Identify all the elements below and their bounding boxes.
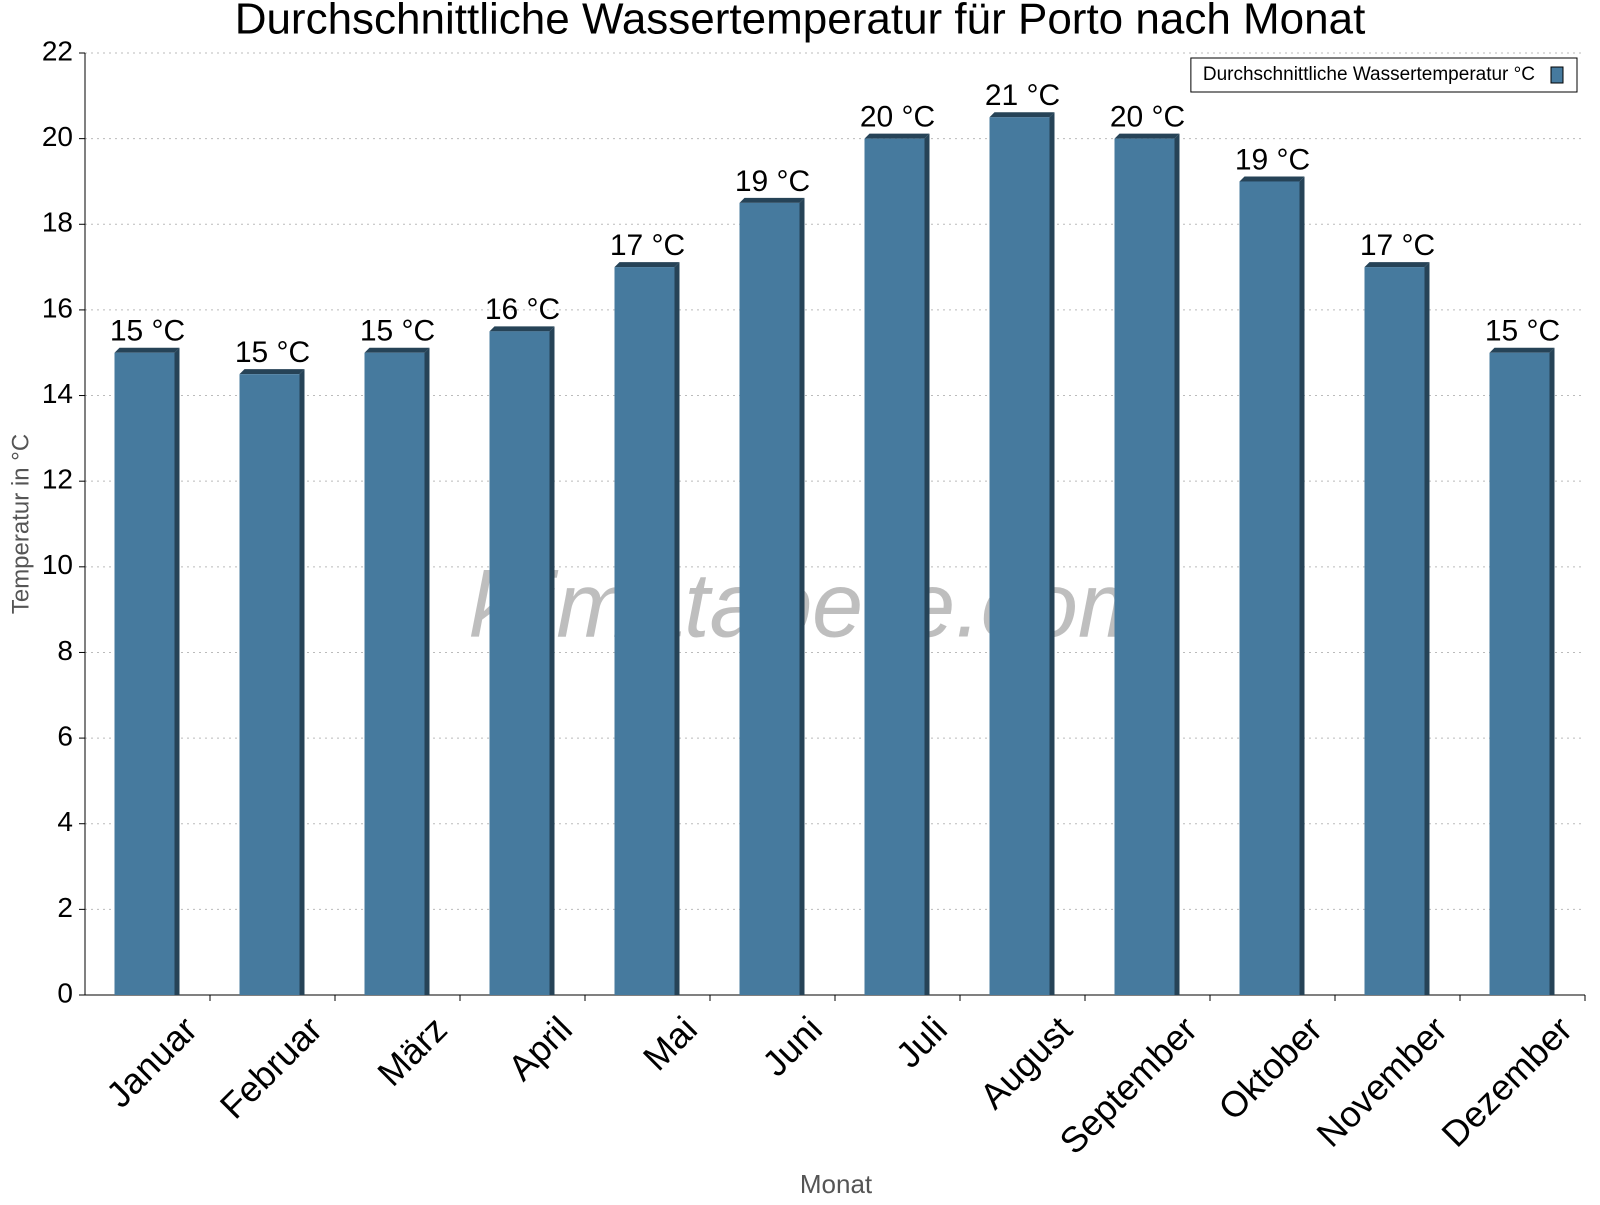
x-tick-label: August xyxy=(972,1008,1080,1116)
chart-title: Durchschnittliche Wassertemperatur für P… xyxy=(235,0,1366,44)
y-tick-label: 14 xyxy=(42,378,73,409)
bar-top xyxy=(1114,133,1180,139)
y-tick-label: 18 xyxy=(42,207,73,238)
y-tick-label: 16 xyxy=(42,292,73,323)
bar-side xyxy=(1299,176,1305,996)
legend: Durchschnittliche Wassertemperatur °C xyxy=(1190,57,1578,93)
value-label: 15 °C xyxy=(110,315,185,348)
y-tick-label: 4 xyxy=(57,806,73,837)
value-label: 16 °C xyxy=(485,293,560,326)
bar-top xyxy=(364,347,430,353)
bar-top xyxy=(489,326,555,332)
bar-side xyxy=(549,326,555,995)
y-tick-label: 20 xyxy=(42,121,73,152)
legend-swatch xyxy=(1550,66,1564,84)
bar-side xyxy=(424,347,430,995)
bar xyxy=(864,138,925,996)
x-tick-label: Januar xyxy=(98,1008,205,1115)
y-tick-label: 0 xyxy=(57,977,73,1008)
bar xyxy=(114,352,175,995)
legend-box xyxy=(1190,57,1578,93)
value-label: 20 °C xyxy=(1110,101,1185,134)
y-tick-label: 12 xyxy=(42,464,73,495)
bar xyxy=(489,331,550,995)
y-tick-label: 8 xyxy=(57,635,73,666)
y-axis-label: Temperatur in °C xyxy=(7,434,34,614)
bar xyxy=(239,374,300,995)
value-label: 17 °C xyxy=(1360,229,1435,262)
bar-top xyxy=(739,197,805,203)
bar xyxy=(989,117,1050,995)
bar-side xyxy=(799,197,805,995)
x-axis-label: Monat xyxy=(800,1169,873,1199)
y-tick-label: 6 xyxy=(57,720,73,751)
y-tick-label: 10 xyxy=(42,549,73,580)
bar-side xyxy=(924,133,930,996)
bar-top xyxy=(1239,176,1305,182)
x-tick-label: Mai xyxy=(635,1008,705,1078)
bar xyxy=(1489,352,1550,995)
y-tick-label: 2 xyxy=(57,892,73,923)
x-tick-label: Februar xyxy=(212,1008,330,1126)
bar-side xyxy=(174,347,180,995)
x-tick-label: September xyxy=(1051,1008,1205,1162)
bar xyxy=(614,267,675,995)
x-tick-label: Dezember xyxy=(1433,1008,1579,1154)
x-tick-label: Juni xyxy=(754,1008,830,1084)
bar-side xyxy=(674,262,680,995)
bar-side xyxy=(1049,112,1055,995)
bar-top xyxy=(239,369,305,375)
bar-side xyxy=(1549,347,1555,995)
bar-top xyxy=(1364,262,1430,268)
bar xyxy=(1114,138,1175,996)
y-tick-label: 22 xyxy=(42,35,73,66)
bar xyxy=(364,352,425,995)
bar-side xyxy=(299,369,305,995)
bar xyxy=(1239,181,1300,996)
bar-side xyxy=(1424,262,1430,995)
bar-side xyxy=(1174,133,1180,996)
value-label: 19 °C xyxy=(1235,143,1310,176)
bar-top xyxy=(1489,347,1555,353)
value-label: 17 °C xyxy=(610,229,685,262)
bar-top xyxy=(989,112,1055,118)
value-label: 21 °C xyxy=(985,79,1060,112)
x-tick-label: April xyxy=(500,1008,580,1088)
bar xyxy=(1364,267,1425,995)
bar-top xyxy=(864,133,930,139)
value-label: 15 °C xyxy=(235,336,310,369)
value-label: 20 °C xyxy=(860,101,935,134)
value-label: 19 °C xyxy=(735,165,810,198)
x-tick-label: Juli xyxy=(888,1008,955,1075)
value-label: 15 °C xyxy=(360,315,435,348)
bar-top xyxy=(614,262,680,268)
bar xyxy=(739,202,800,995)
x-tick-label: Oktober xyxy=(1210,1008,1330,1128)
bar-top xyxy=(114,347,180,353)
value-label: 15 °C xyxy=(1485,315,1560,348)
x-tick-label: März xyxy=(369,1008,455,1094)
x-tick-label: November xyxy=(1308,1008,1454,1154)
legend-label: Durchschnittliche Wassertemperatur °C xyxy=(1203,64,1535,85)
